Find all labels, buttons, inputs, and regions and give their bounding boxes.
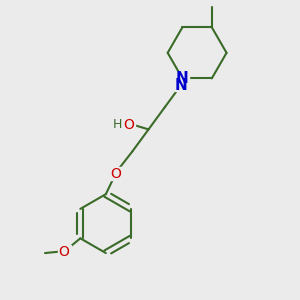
Text: O: O (123, 118, 134, 132)
Text: O: O (111, 167, 122, 181)
Text: N: N (176, 71, 189, 86)
Text: N: N (175, 78, 187, 93)
Bar (58, 245, 71, 258)
Text: H: H (113, 118, 122, 131)
Bar (113, 118, 135, 132)
Bar (110, 167, 122, 180)
Bar (176, 72, 189, 85)
Text: O: O (59, 244, 70, 259)
Bar (175, 79, 187, 92)
